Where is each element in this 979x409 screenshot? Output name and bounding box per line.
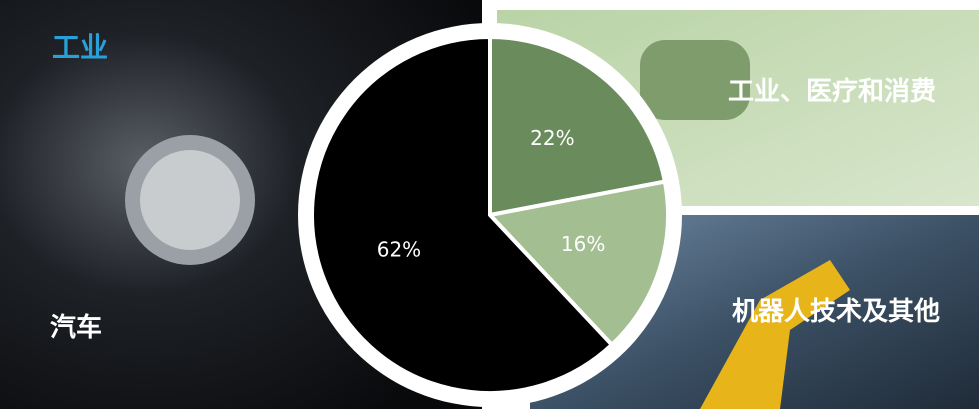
chart-title: 工业: [52, 31, 109, 64]
category-label: 汽车: [50, 313, 103, 343]
value-label: 16%: [561, 232, 605, 256]
value-label: 22%: [530, 126, 574, 150]
camera: [640, 40, 750, 120]
category-label: 机器人技术及其他: [732, 297, 941, 327]
knob-top: [140, 150, 240, 250]
robot-arm: [700, 260, 850, 409]
pie-slice: [310, 34, 615, 395]
pie-slice: [488, 34, 668, 218]
category-label: 工业、医疗和消费: [728, 77, 937, 107]
pie-slice: [486, 179, 670, 348]
value-label: 62%: [377, 238, 421, 262]
